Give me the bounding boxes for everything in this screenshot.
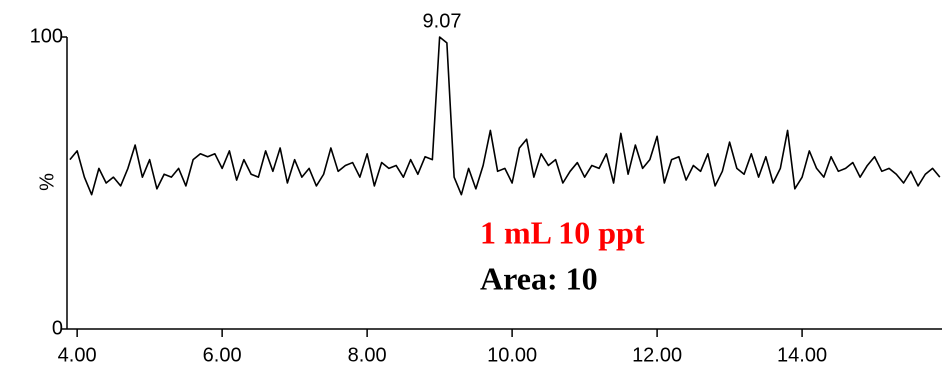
x-tick-label: 14.00: [777, 344, 827, 366]
trace-line: [69, 36, 941, 196]
annotation: 1 mL 10 ppt: [480, 214, 645, 250]
y-axis-label: %: [36, 173, 58, 191]
x-tick-label: 8.00: [348, 344, 387, 366]
x-tick-label: 4.00: [58, 344, 97, 366]
x-tick-label: 12.00: [632, 344, 682, 366]
y-tick-label: 100: [30, 25, 63, 47]
x-tick-label: 6.00: [203, 344, 242, 366]
annotation: Area: 10: [480, 260, 598, 296]
y-tick-label: 0: [52, 317, 63, 339]
x-tick-label: 10.00: [487, 344, 537, 366]
peak-label: 9.07: [423, 10, 462, 32]
